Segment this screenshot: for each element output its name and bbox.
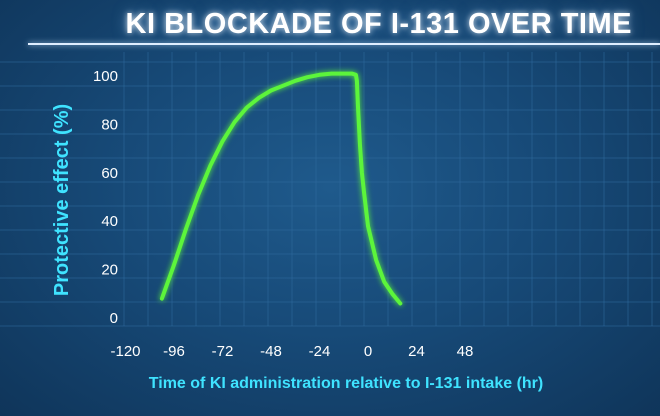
y-tick-label: 100 [93, 68, 118, 85]
x-tick-label: 0 [364, 343, 372, 360]
chart-title: KI BLOCKADE OF I-131 OVER TIME [125, 8, 632, 40]
y-tick-label: 80 [101, 116, 118, 133]
title-bar: KI BLOCKADE OF I-131 OVER TIME [0, 0, 660, 46]
title-divider [28, 43, 660, 45]
y-tick-label: 60 [101, 165, 118, 182]
series-line [159, 71, 403, 306]
x-tick-label: -72 [212, 343, 234, 360]
y-tick-label: 40 [101, 213, 118, 230]
x-tick-label: -48 [260, 343, 282, 360]
x-axis-label: Time of KI administration relative to I-… [149, 375, 543, 392]
x-tick-label: -120 [110, 343, 140, 360]
y-tick-label: 20 [101, 262, 118, 279]
y-tick-labels: 0 20 40 60 80 100 [93, 68, 118, 327]
x-tick-labels: -120 -96 -72 -48 -24 0 24 48 [110, 343, 473, 360]
x-tick-label: -24 [309, 343, 331, 360]
x-tick-label: -96 [163, 343, 185, 360]
x-tick-label: 48 [457, 343, 474, 360]
y-axis-label: Protective effect (%) [51, 104, 73, 296]
grid-lines [0, 52, 660, 327]
y-tick-label: 0 [110, 310, 118, 327]
x-tick-label: 24 [408, 343, 425, 360]
